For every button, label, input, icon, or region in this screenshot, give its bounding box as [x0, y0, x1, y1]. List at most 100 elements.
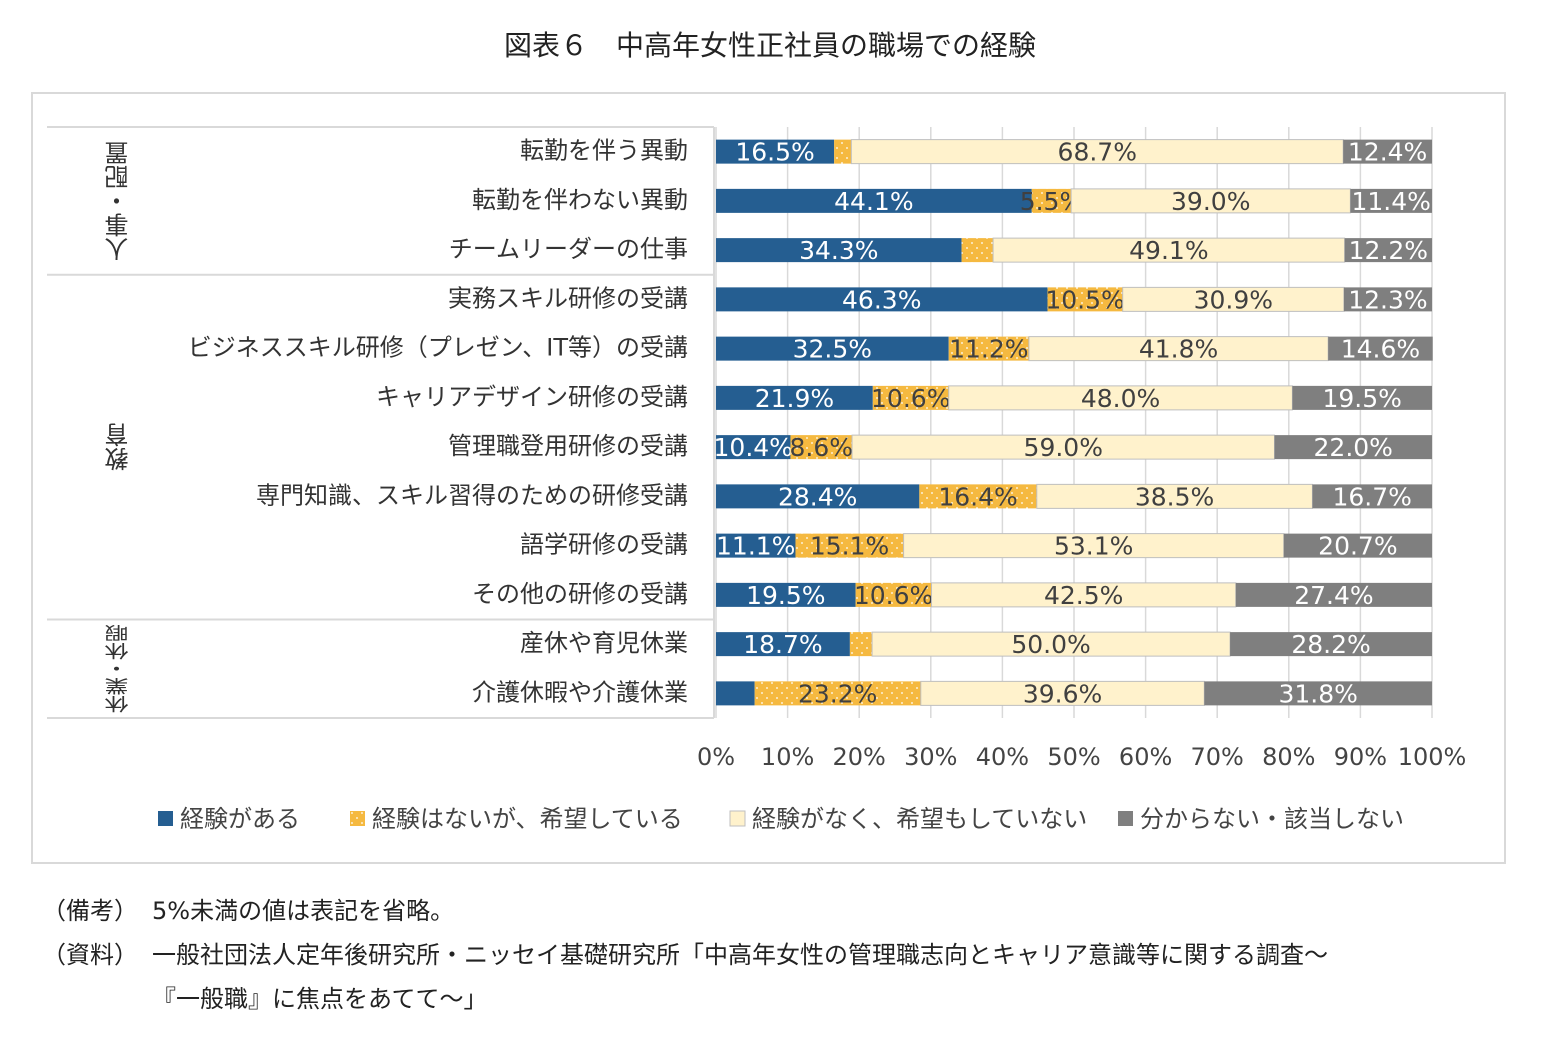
- bar-segment: [871, 631, 1231, 657]
- bar-segment: [834, 139, 852, 164]
- bar-segment: [1328, 336, 1433, 361]
- group-label: 休業・休暇: [105, 624, 133, 713]
- bar-segment: [850, 139, 1344, 165]
- bar-segment: [1343, 287, 1432, 312]
- legend-label: 経験がある: [180, 805, 300, 833]
- note-label: （資料）: [42, 941, 138, 969]
- x-tick-label: 0%: [697, 743, 735, 771]
- bar-segment: [1274, 435, 1432, 460]
- bar-segment: [872, 385, 949, 410]
- value-label: 31.8%: [1278, 679, 1357, 708]
- category-label: ビジネススキル研修（プレゼン、IT等）の受講: [188, 334, 688, 362]
- value-label: 38.5%: [1135, 482, 1214, 511]
- bar-segment: [1344, 238, 1432, 263]
- x-tick-label: 80%: [1262, 743, 1315, 771]
- value-label: 10.4%: [714, 433, 793, 462]
- bar-segment: [716, 139, 835, 164]
- bar-segment: [716, 385, 873, 410]
- value-label: 28.4%: [778, 482, 857, 511]
- value-label: 10.6%: [871, 384, 950, 413]
- x-tick-label: 100%: [1398, 743, 1467, 771]
- value-label: 15.1%: [810, 532, 889, 561]
- value-label: 10.6%: [854, 581, 933, 610]
- value-label: 32.5%: [793, 335, 872, 364]
- bar-segment: [716, 484, 920, 509]
- legend-label: 分からない・該当しない: [1140, 805, 1404, 833]
- bar-segment: [920, 680, 1205, 706]
- bar-segment: [716, 336, 949, 361]
- bar-segment: [1235, 582, 1432, 607]
- group-label: 人事・配置: [105, 141, 133, 261]
- value-label: 49.1%: [1129, 236, 1208, 265]
- value-label: 16.4%: [938, 482, 1017, 511]
- value-label: 20.7%: [1318, 532, 1397, 561]
- value-label: 12.4%: [1348, 138, 1427, 167]
- bar-segment: [716, 632, 850, 657]
- x-tick-label: 50%: [1047, 743, 1100, 771]
- legend-swatch: [729, 810, 746, 827]
- category-label: キャリアデザイン研修の受講: [376, 383, 688, 411]
- value-label: 28.2%: [1291, 630, 1370, 659]
- bar-segment: [1070, 188, 1351, 214]
- value-label: 39.6%: [1023, 679, 1102, 708]
- chart-frame: [31, 92, 1506, 864]
- chart-title: 図表６ 中高年女性正社員の職場での経験: [504, 29, 1036, 62]
- value-label: 11.4%: [1351, 187, 1430, 216]
- bar-segment: [1230, 632, 1432, 657]
- category-label: 専門知識、スキル習得のための研修受講: [256, 481, 688, 509]
- value-label: 18.7%: [743, 630, 822, 659]
- value-label: 34.3%: [799, 236, 878, 265]
- bar-segment: [855, 582, 932, 607]
- value-label: 53.1%: [1054, 532, 1133, 561]
- value-label: 16.7%: [1333, 482, 1412, 511]
- value-label: 12.3%: [1348, 285, 1427, 314]
- bar-segment: [716, 435, 791, 460]
- legend-label: 経験はないが、希望している: [372, 805, 683, 833]
- legend-swatch: [350, 811, 365, 826]
- bar-segment: [716, 188, 1032, 213]
- value-label: 8.6%: [789, 433, 853, 462]
- x-tick-label: 10%: [761, 743, 814, 771]
- legend-swatch: [1118, 811, 1133, 826]
- category-label: 語学研修の受講: [520, 531, 688, 559]
- bar-segment: [903, 533, 1285, 559]
- x-tick-label: 20%: [833, 743, 886, 771]
- bar-segment: [1350, 188, 1432, 213]
- value-label: 27.4%: [1294, 581, 1373, 610]
- category-label: 管理職登用研修の受講: [448, 432, 688, 460]
- value-label: 11.2%: [949, 335, 1028, 364]
- bar-segment: [1122, 286, 1345, 312]
- x-tick-label: 40%: [976, 743, 1029, 771]
- value-label: 48.0%: [1081, 384, 1160, 413]
- bar-segment: [1283, 533, 1432, 558]
- value-label: 14.6%: [1341, 335, 1420, 364]
- bar-segment: [1031, 188, 1072, 213]
- value-label: 19.5%: [1322, 384, 1401, 413]
- note-text: 『一般職』に焦点をあてて～」: [152, 985, 488, 1013]
- bar-segment: [1204, 681, 1432, 706]
- value-label: 44.1%: [834, 187, 913, 216]
- x-tick-label: 30%: [904, 743, 957, 771]
- category-label: 転勤を伴う異動: [520, 137, 688, 165]
- value-label: 59.0%: [1024, 433, 1103, 462]
- category-label: 産休や育児休業: [520, 629, 688, 657]
- value-label: 16.5%: [735, 138, 814, 167]
- category-label: 実務スキル研修の受講: [448, 284, 688, 312]
- bar-segment: [961, 238, 994, 263]
- value-label: 46.3%: [842, 285, 921, 314]
- bar-segment: [795, 533, 904, 558]
- bar-segment: [1047, 287, 1123, 312]
- bar-segment: [716, 681, 755, 706]
- category-label: 転勤を伴わない異動: [472, 186, 688, 214]
- bar-segment: [754, 681, 921, 706]
- bar-segment: [716, 533, 796, 558]
- x-tick-label: 90%: [1334, 743, 1387, 771]
- bar-segment: [851, 434, 1275, 460]
- group-label: 教育: [105, 423, 133, 471]
- value-label: 21.9%: [755, 384, 834, 413]
- bar-segment: [1343, 139, 1432, 164]
- category-label: その他の研修の受講: [472, 580, 688, 608]
- value-label: 11.1%: [716, 532, 795, 561]
- value-label: 22.0%: [1314, 433, 1393, 462]
- legend-label: 経験がなく、希望もしていない: [752, 805, 1087, 833]
